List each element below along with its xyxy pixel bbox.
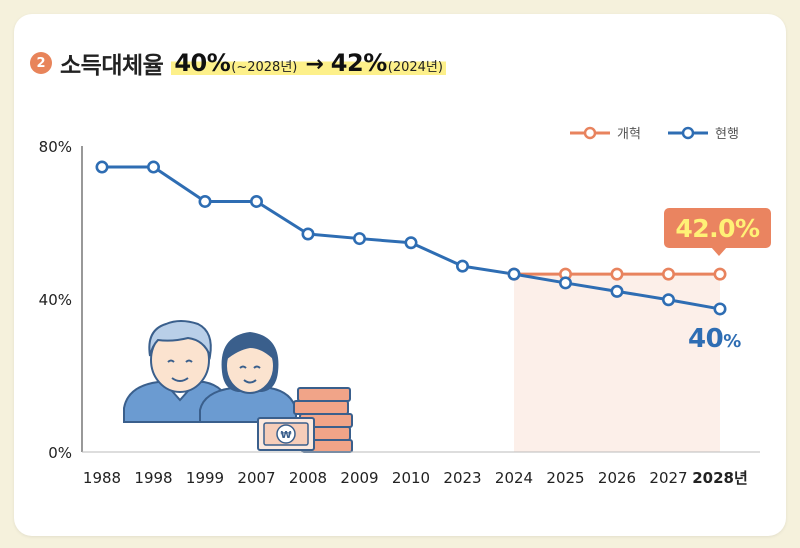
reform-rate: 42%: [330, 49, 387, 77]
data-point-현행: [507, 267, 521, 281]
data-point-현행: [610, 284, 624, 298]
legend-marker: [681, 126, 695, 140]
data-point-현행: [352, 232, 366, 246]
section-number-badge: 2: [30, 52, 52, 74]
data-point-현행: [301, 227, 315, 241]
reform-end-value: 42.0%: [675, 213, 760, 243]
current-end-unit: %: [723, 331, 742, 352]
current-rate: 40%: [174, 49, 231, 77]
legend-label: 개혁: [617, 127, 641, 142]
data-point-현행: [713, 302, 727, 316]
data-point-개혁: [713, 267, 727, 281]
x-tick-label: 2027: [649, 469, 687, 487]
data-point-현행: [661, 293, 675, 307]
x-tick-label: 1998: [134, 469, 172, 487]
x-tick-label: 2008: [289, 469, 327, 487]
current-end-number: 40: [688, 324, 724, 354]
arrow-icon: →: [305, 52, 324, 77]
chart-title: 소득대체율: [60, 53, 164, 79]
legend-marker: [583, 126, 597, 140]
data-point-현행: [147, 160, 161, 174]
x-tick-label: 2023: [443, 469, 481, 487]
data-point-개혁: [661, 267, 675, 281]
data-point-현행: [404, 236, 418, 250]
x-tick-label: 2028년: [692, 469, 748, 487]
title-highlight: 40% (~2028년) → 42% (2024년): [171, 49, 446, 77]
svg-text:₩: ₩: [280, 430, 291, 441]
reform-end-callout: 42.0%: [664, 208, 771, 248]
current-rate-note: (~2028년): [231, 60, 298, 75]
data-point-현행: [250, 194, 264, 208]
x-tick-label: 2007: [237, 469, 275, 487]
x-tick-label: 1988: [83, 469, 121, 487]
data-point-현행: [198, 194, 212, 208]
data-point-현행: [95, 160, 109, 174]
current-end-label: 40 %: [688, 324, 741, 354]
data-point-현행: [558, 276, 572, 290]
x-tick-label: 2009: [340, 469, 378, 487]
x-tick-label: 2026: [598, 469, 636, 487]
y-tick-label: 40%: [39, 291, 72, 309]
legend-label: 현행: [715, 126, 739, 142]
x-tick-label: 2025: [546, 469, 584, 487]
chart-header: 2 소득대체율 40% (~2028년) → 42% (2024년): [30, 46, 446, 80]
x-tick-label: 2024: [495, 469, 533, 487]
y-tick-label: 0%: [48, 444, 72, 462]
projection-shade: [514, 274, 720, 452]
y-tick-label: 80%: [39, 138, 72, 156]
retiree-couple-illustration: ₩: [123, 320, 353, 453]
x-tick-label: 1999: [186, 469, 224, 487]
x-tick-label: 2010: [392, 469, 430, 487]
data-point-현행: [455, 259, 469, 273]
reform-callout-pointer: [711, 247, 727, 256]
reform-rate-note: (2024년): [387, 60, 443, 75]
data-point-개혁: [610, 267, 624, 281]
